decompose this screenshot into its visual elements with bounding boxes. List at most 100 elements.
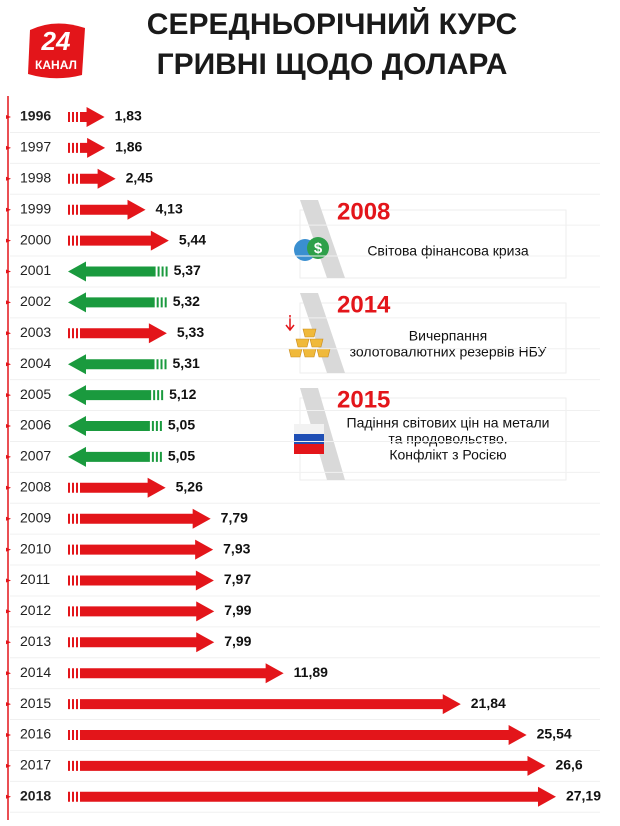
arrow-bar: [68, 199, 146, 220]
year-label: 2004: [20, 355, 51, 371]
year-label: 2016: [20, 726, 51, 742]
value-label: 27,19: [566, 788, 601, 804]
arrow-bar: [68, 230, 169, 251]
arrow-bar: [68, 446, 162, 467]
icon-gold-bar: [302, 348, 317, 358]
timeline-marker: [6, 269, 11, 274]
logo-number: 24: [41, 26, 71, 56]
arrow-bar: [68, 385, 164, 406]
value-label: 5,37: [174, 262, 201, 278]
logo-name: КАНАЛ: [35, 58, 77, 72]
arrow-bar: [68, 539, 214, 560]
arrow-bar: [68, 694, 461, 715]
year-label: 2018: [20, 788, 51, 804]
value-label: 4,13: [156, 200, 183, 216]
timeline-marker: [6, 609, 11, 614]
value-label: 1,86: [115, 139, 142, 155]
timeline-marker: [6, 454, 11, 459]
year-label: 2011: [20, 571, 50, 587]
annotation-text: золотовалютних резервів НБУ: [350, 344, 547, 360]
value-label: 7,79: [221, 509, 248, 525]
year-label: 2012: [20, 602, 51, 618]
value-label: 5,05: [168, 417, 195, 433]
year-label: 2017: [20, 757, 51, 773]
arrow-bar: [68, 168, 116, 189]
value-label: 5,32: [173, 293, 200, 309]
timeline-marker: [6, 331, 11, 336]
year-label: 2008: [20, 479, 51, 495]
timeline-marker: [6, 362, 11, 367]
timeline-marker: [6, 393, 11, 398]
timeline-marker: [6, 300, 11, 305]
icon-gold-bar: [288, 348, 303, 358]
value-label: 5,33: [177, 324, 204, 340]
annotation-box: [299, 397, 567, 481]
arrow-bar: [68, 663, 284, 684]
arrow-bar: [68, 354, 167, 375]
timeline-marker: [6, 207, 11, 212]
year-label: 1996: [20, 108, 51, 124]
year-label: 2003: [20, 324, 51, 340]
annotation-text: Падіння світових цін на метали: [347, 415, 550, 431]
arrow-bar: [68, 570, 214, 591]
value-label: 5,26: [176, 479, 203, 495]
value-label: 21,84: [471, 695, 506, 711]
year-label: 2010: [20, 540, 51, 556]
annotation-text: Світова фінансова криза: [367, 243, 529, 259]
timeline-marker: [6, 794, 11, 799]
value-label: 1,83: [115, 108, 142, 124]
value-label: 7,93: [223, 540, 250, 556]
year-label: 2015: [20, 695, 51, 711]
year-label: 2006: [20, 417, 51, 433]
arrow-bar: [68, 601, 215, 622]
arrow-bar: [68, 786, 556, 807]
logo: 24 КАНАЛ: [28, 23, 85, 79]
icon-flag-blue: [294, 434, 324, 444]
icon-gold-bar: [302, 328, 317, 338]
arrow-bar: [68, 725, 527, 745]
value-label: 5,44: [179, 231, 206, 247]
timeline-marker: [6, 176, 11, 181]
timeline-marker: [6, 640, 11, 645]
annotation-box: [299, 302, 567, 374]
timeline-marker: [6, 547, 11, 552]
timeline-marker: [6, 578, 11, 583]
value-label: 5,12: [169, 386, 196, 402]
annotation-year: 2014: [337, 291, 391, 318]
value-label: 11,89: [294, 664, 328, 680]
arrow-bar: [68, 416, 162, 436]
icon-coin: [307, 237, 329, 259]
timeline-marker: [6, 145, 11, 150]
value-label: 7,99: [224, 602, 251, 618]
timeline-marker: [6, 115, 11, 119]
annotation-band: [300, 293, 345, 373]
arrow-bar: [68, 508, 211, 529]
annotation-box: [299, 209, 567, 279]
arrow-bar: [68, 755, 546, 776]
icon-gold-bar: [316, 348, 331, 358]
arrow-bar: [68, 477, 166, 498]
value-label: 7,97: [224, 571, 251, 587]
year-label: 2009: [20, 509, 51, 525]
year-label: 2001: [20, 262, 51, 278]
year-label: 1999: [20, 200, 51, 216]
timeline-marker: [6, 763, 11, 768]
logo-shape: [28, 23, 85, 79]
icon-arrow: [285, 315, 295, 332]
timeline-marker: [6, 238, 11, 243]
value-label: 25,54: [537, 726, 572, 742]
arrow-bar: [68, 261, 168, 282]
annotation-text: Вичерпання: [409, 328, 487, 344]
year-label: 1997: [20, 139, 51, 155]
year-label: 2013: [20, 633, 51, 649]
year-label: 2002: [20, 293, 51, 309]
arrow-bar: [68, 632, 215, 653]
timeline-marker: [6, 702, 11, 707]
value-label: 7,99: [224, 633, 251, 649]
icon-gold-bar: [309, 338, 324, 348]
timeline-marker: [6, 516, 11, 521]
year-label: 2014: [20, 664, 51, 680]
timeline-marker: [6, 485, 11, 490]
icon-flag-white: [294, 424, 324, 434]
